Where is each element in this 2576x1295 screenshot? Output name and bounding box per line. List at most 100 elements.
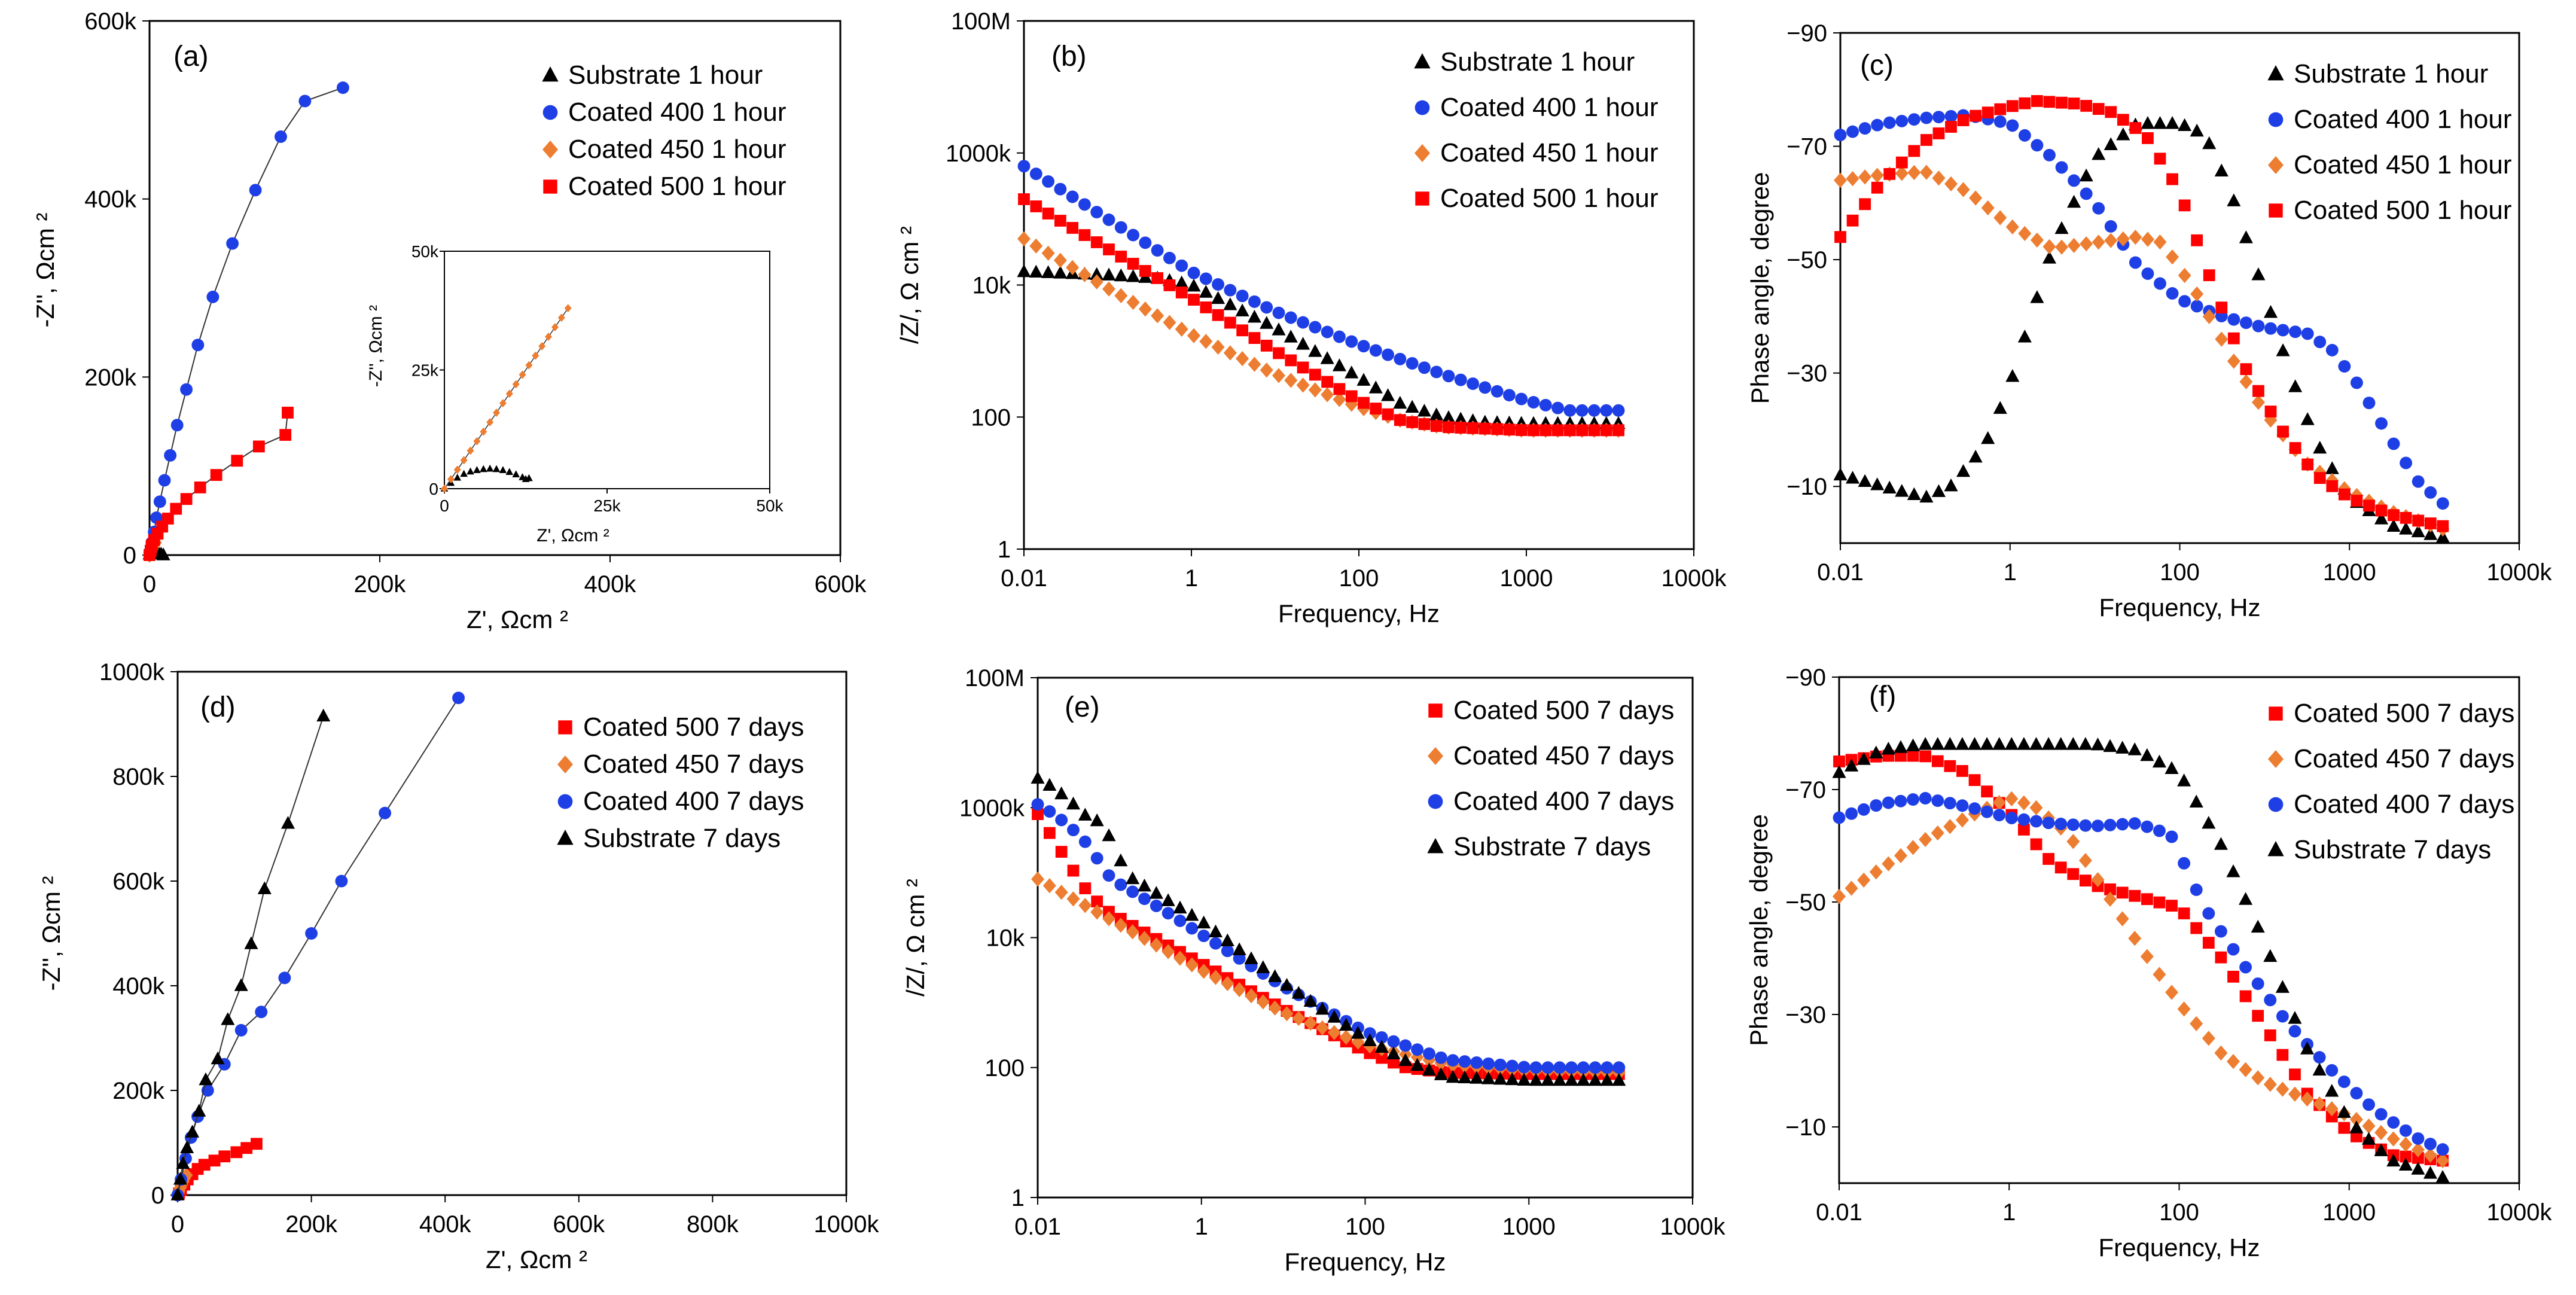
legend-marker — [1428, 703, 1443, 718]
data-point — [2214, 837, 2228, 850]
data-point — [1150, 937, 1163, 953]
data-point — [1220, 933, 1234, 946]
data-point — [2288, 379, 2303, 392]
data-point — [2202, 309, 2216, 324]
legend-entry: Coated 450 1 hour — [568, 135, 786, 164]
axes: 0 200k 400k 600k 800k 1000k 0 200k 400k 600k 800k 1… — [37, 659, 879, 1273]
data-point — [1906, 738, 1920, 752]
data-point — [1932, 127, 1945, 139]
fit-line — [177, 697, 459, 1196]
y-tick-label: 1000k — [946, 141, 1011, 167]
data-point — [1321, 387, 1334, 403]
data-point — [1883, 167, 1896, 180]
data-point — [2080, 187, 2093, 200]
data-point — [2103, 739, 2117, 752]
data-point — [1845, 807, 1858, 820]
y-tick-label: −70 — [1785, 777, 1826, 803]
data-point — [538, 342, 546, 351]
y-axis-label: -Z'', Ωcm ² — [37, 876, 65, 991]
data-point — [2043, 148, 2056, 162]
fit-line — [149, 412, 288, 556]
data-point — [1932, 111, 1945, 124]
data-point — [2055, 161, 2068, 174]
data-point — [2239, 230, 2253, 243]
y-tick-label: 1 — [1011, 1185, 1025, 1211]
data-point — [2386, 1131, 2400, 1147]
data-point — [1356, 373, 1371, 386]
y-tick-label: −10 — [1785, 1114, 1826, 1141]
data-point — [1053, 266, 1068, 279]
legend: Coated 500 7 days Coated 450 7 days Coated… — [1427, 696, 1674, 861]
data-point — [2239, 316, 2252, 330]
data-point — [1102, 911, 1115, 927]
data-point — [1529, 1072, 1543, 1086]
x-tick-label: 800k — [687, 1211, 739, 1238]
data-point — [2412, 514, 2425, 527]
data-point — [1870, 799, 1883, 812]
data-point — [2301, 327, 2314, 340]
data-point — [2275, 980, 2290, 993]
data-point — [1943, 737, 1957, 750]
data-point — [1434, 1067, 1448, 1080]
data-point — [1315, 1001, 1330, 1015]
data-point — [1199, 272, 1212, 285]
y-tick-label: 100M — [951, 8, 1011, 35]
data-point — [1967, 737, 1982, 750]
data-point — [1332, 358, 1346, 371]
data-point — [1894, 848, 1907, 864]
data-point — [2227, 354, 2240, 369]
data-point — [282, 406, 294, 419]
data-point — [1268, 969, 1282, 982]
y-tick-label: 10k — [986, 925, 1025, 952]
data-point — [1197, 964, 1211, 979]
data-point — [1079, 882, 1092, 895]
data-point — [2276, 1081, 2290, 1097]
data-point — [2153, 896, 2166, 909]
data-point — [1386, 1046, 1401, 1060]
data-point — [1187, 278, 1201, 292]
plot-frame — [148, 20, 842, 556]
data-point — [1260, 339, 1273, 352]
legend-marker — [2268, 156, 2284, 174]
data-point — [2068, 174, 2081, 187]
panel-label: (e) — [1065, 691, 1100, 723]
data-point — [1980, 805, 1993, 818]
data-point — [1308, 344, 1322, 357]
data-point — [1612, 1061, 1626, 1074]
data-point — [1505, 1059, 1519, 1072]
data-point — [1320, 351, 1334, 364]
data-point — [1993, 210, 2007, 226]
data-point — [2374, 1108, 2388, 1121]
x-axis-label: Z', Ωcm ² — [467, 605, 568, 633]
data-point — [2239, 374, 2253, 389]
data-point — [2165, 985, 2179, 1000]
data-point — [1339, 1029, 1353, 1045]
data-point — [1284, 311, 1297, 324]
legend-marker — [1414, 53, 1431, 69]
data-point — [2398, 1157, 2413, 1171]
data-point — [1553, 1061, 1566, 1074]
data-point — [2141, 231, 2154, 247]
data-point — [1895, 114, 1909, 127]
data-point — [2227, 193, 2241, 206]
data-point — [2104, 220, 2117, 233]
data-point — [2214, 163, 2229, 177]
legend-marker — [542, 105, 558, 120]
x-axis-label: Z', Ωcm ² — [486, 1245, 587, 1273]
data-point — [2067, 237, 2081, 254]
y-tick-label: 600k — [84, 8, 137, 35]
panel-label: (a) — [173, 41, 209, 72]
data-point — [1882, 856, 1895, 872]
data-point — [1126, 924, 1139, 940]
data-point — [1834, 129, 1847, 142]
data-point — [1211, 339, 1225, 355]
data-point — [2203, 269, 2215, 282]
data-point — [1576, 424, 1589, 437]
data-point — [1078, 808, 1092, 821]
legend: Coated 500 7 days Coated 450 7 days Coated… — [557, 712, 804, 853]
x-axis-label: Frequency, Hz — [2099, 1233, 2260, 1262]
data-point — [1173, 950, 1187, 966]
data-point — [1103, 243, 1115, 255]
data-point — [2252, 1010, 2264, 1022]
data-point — [1576, 1072, 1590, 1086]
